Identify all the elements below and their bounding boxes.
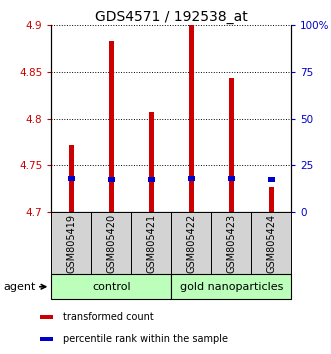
Bar	[40, 337, 53, 342]
Text: percentile rank within the sample: percentile rank within the sample	[63, 335, 228, 344]
Bar	[108, 177, 115, 182]
Bar	[109, 41, 114, 212]
Bar	[40, 315, 53, 319]
Text: agent: agent	[3, 282, 36, 292]
Bar	[228, 176, 235, 181]
Title: GDS4571 / 192538_at: GDS4571 / 192538_at	[95, 10, 248, 24]
Bar	[68, 176, 75, 181]
Text: GSM805419: GSM805419	[66, 214, 76, 273]
Text: GSM805423: GSM805423	[226, 214, 236, 273]
FancyBboxPatch shape	[211, 212, 251, 274]
Text: GSM805421: GSM805421	[146, 214, 156, 273]
Text: gold nanoparticles: gold nanoparticles	[180, 282, 283, 292]
Text: transformed count: transformed count	[63, 312, 154, 322]
Bar	[148, 177, 155, 182]
Bar	[189, 25, 194, 212]
FancyBboxPatch shape	[131, 212, 171, 274]
Bar	[229, 78, 234, 212]
Text: GSM805424: GSM805424	[266, 214, 276, 273]
Bar	[69, 145, 74, 212]
FancyBboxPatch shape	[91, 212, 131, 274]
Bar	[188, 176, 195, 181]
FancyBboxPatch shape	[171, 274, 291, 299]
FancyBboxPatch shape	[51, 212, 91, 274]
FancyBboxPatch shape	[251, 212, 291, 274]
Bar	[149, 112, 154, 212]
Text: GSM805422: GSM805422	[186, 214, 196, 273]
Text: GSM805420: GSM805420	[106, 214, 116, 273]
Text: control: control	[92, 282, 131, 292]
Bar	[268, 177, 275, 182]
FancyBboxPatch shape	[51, 274, 171, 299]
FancyBboxPatch shape	[171, 212, 211, 274]
Bar	[269, 187, 274, 212]
